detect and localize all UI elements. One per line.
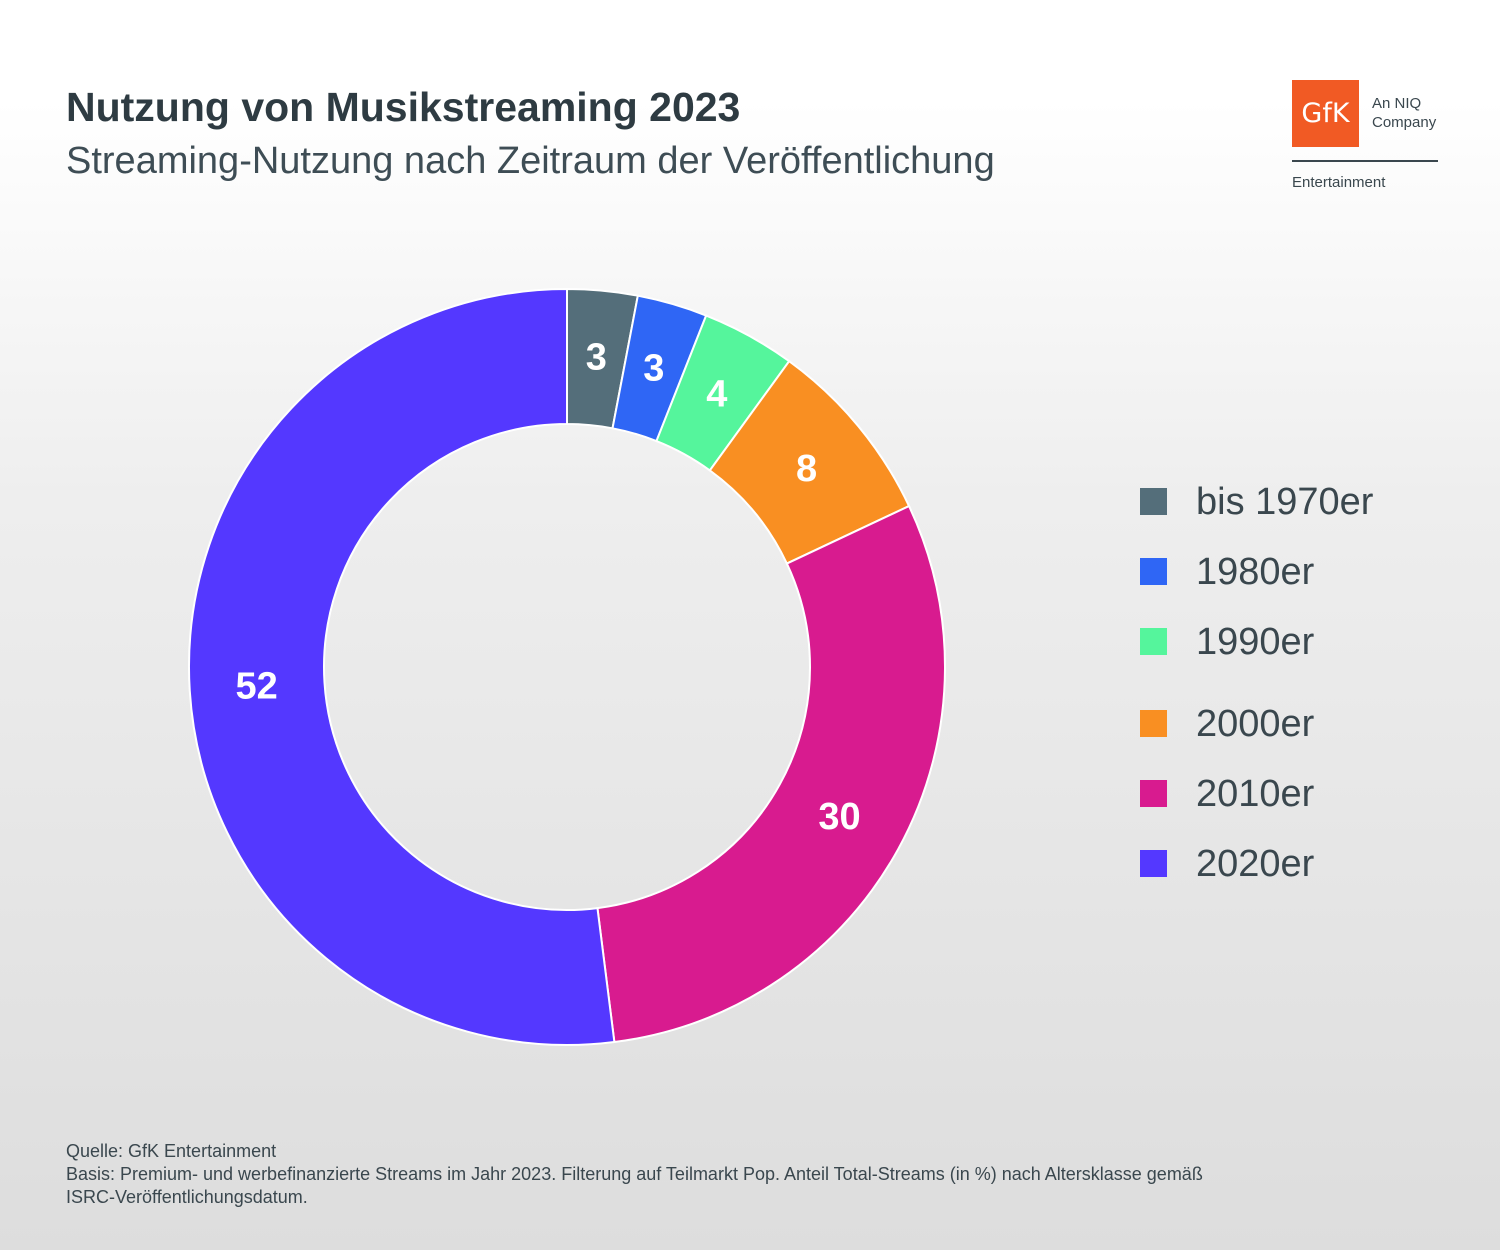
chart-subtitle: Streaming-Nutzung nach Zeitraum der Verö…: [66, 140, 995, 182]
gfk-logo-mark: GfK: [1292, 80, 1359, 147]
legend-swatch: [1140, 488, 1167, 515]
legend-label: 2000er: [1196, 703, 1315, 745]
gfk-logo: GfK An NIQ Company Entertainment: [1292, 80, 1442, 195]
data-label-2010er: 30: [818, 796, 860, 838]
gfk-logo-tagline-line2: Company: [1372, 114, 1437, 131]
data-label-2000er: 8: [796, 448, 817, 490]
data-label-bis-1970er: 3: [586, 336, 607, 378]
gfk-logo-divider: [1292, 160, 1438, 162]
legend-label: bis 1970er: [1196, 481, 1374, 523]
legend-swatch: [1140, 558, 1167, 585]
donut-slice-2010er: [596, 504, 946, 1044]
legend-swatch: [1140, 850, 1167, 877]
data-label-1980er: 3: [643, 347, 664, 389]
legend-label: 1980er: [1196, 551, 1315, 593]
legend-swatch: [1140, 628, 1167, 655]
legend-label: 2020er: [1196, 843, 1315, 885]
chart-title: Nutzung von Musikstreaming 2023: [66, 84, 741, 130]
legend-swatch: [1140, 710, 1167, 737]
data-label-2020er: 52: [235, 666, 277, 708]
gfk-logo-subtitle: Entertainment: [1292, 174, 1386, 191]
chart-footnote: Quelle: GfK Entertainment Basis: Premium…: [66, 1140, 1266, 1209]
footnote-source: Quelle: GfK Entertainment: [66, 1141, 277, 1161]
legend-swatch: [1140, 780, 1167, 807]
legend-label: 2010er: [1196, 773, 1315, 815]
gfk-logo-tagline-line1: An NIQ: [1372, 95, 1422, 112]
data-label-1990er: 4: [706, 373, 727, 415]
footnote-basis-line1: Basis: Premium- und werbefinanzierte Str…: [66, 1164, 1203, 1184]
donut-slice-2020er: [188, 287, 616, 1046]
legend-label: 1990er: [1196, 621, 1315, 663]
footnote-basis-line2: ISRC-Veröffentlichungsdatum.: [66, 1187, 308, 1207]
gfk-logo-tagline: An NIQ Company: [1372, 94, 1442, 132]
